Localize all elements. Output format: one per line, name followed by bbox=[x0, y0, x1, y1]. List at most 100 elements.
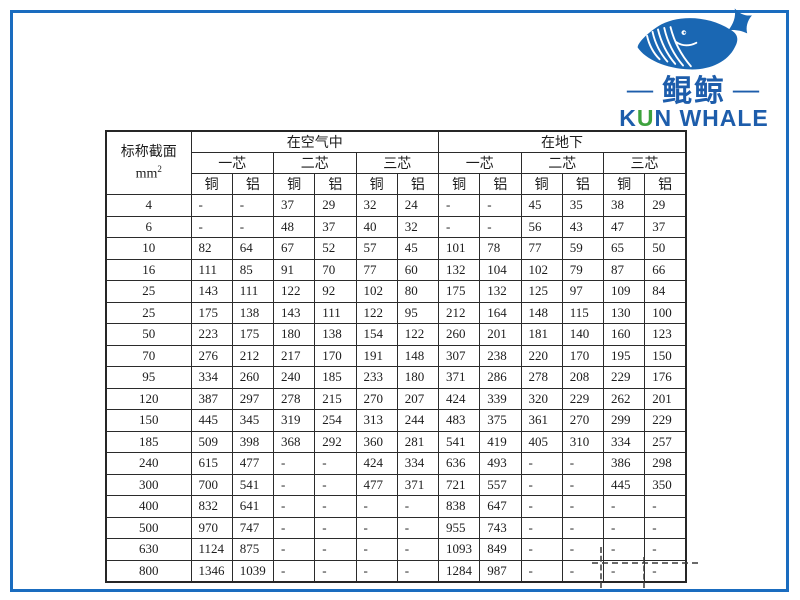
value-cell: 170 bbox=[314, 344, 357, 367]
value-cell: - bbox=[355, 516, 398, 539]
value-cell: 48 bbox=[272, 215, 316, 238]
value-cell: 35 bbox=[561, 194, 605, 217]
table-row: 70 276 212 217 170 191 148 307 238 220 170 195 150 bbox=[105, 344, 687, 367]
core-count-header: 二芯 bbox=[273, 152, 357, 174]
value-cell: 143 bbox=[190, 280, 233, 303]
material-header: 铜 bbox=[437, 173, 481, 195]
value-cell: 334 bbox=[396, 452, 440, 475]
corner-header: 标称截面 mm2 bbox=[105, 130, 192, 195]
value-cell: 92 bbox=[314, 280, 357, 303]
value-cell: - bbox=[355, 495, 398, 518]
value-cell: 80 bbox=[396, 280, 440, 303]
material-header: 铜 bbox=[190, 173, 233, 195]
value-cell: 208 bbox=[561, 366, 605, 389]
value-cell: - bbox=[190, 194, 233, 217]
value-cell: 65 bbox=[602, 237, 646, 260]
value-cell: 1346 bbox=[190, 559, 233, 583]
value-cell: 104 bbox=[479, 258, 522, 281]
material-header: 铝 bbox=[561, 173, 605, 195]
value-cell: - bbox=[520, 452, 563, 475]
size-cell: 400 bbox=[105, 495, 192, 518]
value-cell: 29 bbox=[644, 194, 687, 217]
value-cell: 77 bbox=[355, 258, 398, 281]
core-count-header: 二芯 bbox=[520, 152, 604, 174]
value-cell: - bbox=[644, 495, 687, 518]
core-count-header: 三芯 bbox=[355, 152, 439, 174]
value-cell: 281 bbox=[396, 430, 440, 453]
value-cell: - bbox=[231, 215, 275, 238]
value-cell: 70 bbox=[314, 258, 357, 281]
value-cell: 132 bbox=[437, 258, 481, 281]
value-cell: 45 bbox=[396, 237, 440, 260]
value-cell: - bbox=[314, 495, 357, 518]
value-cell: 398 bbox=[231, 430, 275, 453]
value-cell: 270 bbox=[561, 409, 605, 432]
size-cell: 70 bbox=[105, 344, 192, 367]
value-cell: 233 bbox=[355, 366, 398, 389]
value-cell: 100 bbox=[644, 301, 687, 324]
value-cell: 493 bbox=[479, 452, 522, 475]
value-cell: - bbox=[561, 473, 605, 496]
value-cell: 175 bbox=[231, 323, 275, 346]
value-cell: - bbox=[355, 538, 398, 561]
value-cell: 647 bbox=[479, 495, 522, 518]
size-cell: 95 bbox=[105, 366, 192, 389]
value-cell: 360 bbox=[355, 430, 398, 453]
value-cell: 299 bbox=[602, 409, 646, 432]
logo-en-prefix: K bbox=[619, 105, 637, 131]
value-cell: 122 bbox=[355, 301, 398, 324]
value-cell: 721 bbox=[437, 473, 481, 496]
value-cell: 185 bbox=[314, 366, 357, 389]
value-cell: 201 bbox=[644, 387, 687, 410]
size-cell: 630 bbox=[105, 538, 192, 561]
logo-english-name: KUN WHALE bbox=[619, 106, 769, 130]
value-cell: - bbox=[520, 495, 563, 518]
size-cell: 6 bbox=[105, 215, 192, 238]
size-cell: 800 bbox=[105, 559, 192, 583]
value-cell: 52 bbox=[314, 237, 357, 260]
material-header: 铝 bbox=[644, 173, 687, 195]
value-cell: 636 bbox=[437, 452, 481, 475]
value-cell: 832 bbox=[190, 495, 233, 518]
value-cell: 138 bbox=[231, 301, 275, 324]
value-cell: 37 bbox=[314, 215, 357, 238]
value-cell: 220 bbox=[520, 344, 563, 367]
value-cell: 641 bbox=[231, 495, 275, 518]
size-cell: 25 bbox=[105, 301, 192, 324]
material-header: 铜 bbox=[520, 173, 563, 195]
value-cell: 292 bbox=[314, 430, 357, 453]
value-cell: 109 bbox=[602, 280, 646, 303]
value-cell: 743 bbox=[479, 516, 522, 539]
value-cell: 615 bbox=[190, 452, 233, 475]
value-cell: 254 bbox=[314, 409, 357, 432]
value-cell: - bbox=[314, 473, 357, 496]
size-cell: 4 bbox=[105, 194, 192, 217]
value-cell: 424 bbox=[437, 387, 481, 410]
value-cell: 148 bbox=[520, 301, 563, 324]
size-cell: 300 bbox=[105, 473, 192, 496]
value-cell: - bbox=[520, 538, 563, 561]
value-cell: 368 bbox=[272, 430, 316, 453]
value-cell: 212 bbox=[437, 301, 481, 324]
value-cell: 140 bbox=[561, 323, 605, 346]
value-cell: 66 bbox=[644, 258, 687, 281]
value-cell: 298 bbox=[644, 452, 687, 475]
value-cell: 278 bbox=[520, 366, 563, 389]
value-cell: 201 bbox=[479, 323, 522, 346]
value-cell: - bbox=[644, 516, 687, 539]
value-cell: - bbox=[272, 495, 316, 518]
core-count-header: 一芯 bbox=[438, 152, 522, 174]
material-header: 铜 bbox=[355, 173, 398, 195]
value-cell: 191 bbox=[355, 344, 398, 367]
value-cell: 37 bbox=[644, 215, 687, 238]
value-cell: 207 bbox=[396, 387, 440, 410]
value-cell: 557 bbox=[479, 473, 522, 496]
value-cell: 111 bbox=[190, 258, 233, 281]
value-cell: - bbox=[190, 215, 233, 238]
value-cell: 297 bbox=[231, 387, 275, 410]
value-cell: - bbox=[314, 516, 357, 539]
material-header: 铜 bbox=[602, 173, 646, 195]
value-cell: 57 bbox=[355, 237, 398, 260]
value-cell: - bbox=[272, 473, 316, 496]
value-cell: 180 bbox=[396, 366, 440, 389]
